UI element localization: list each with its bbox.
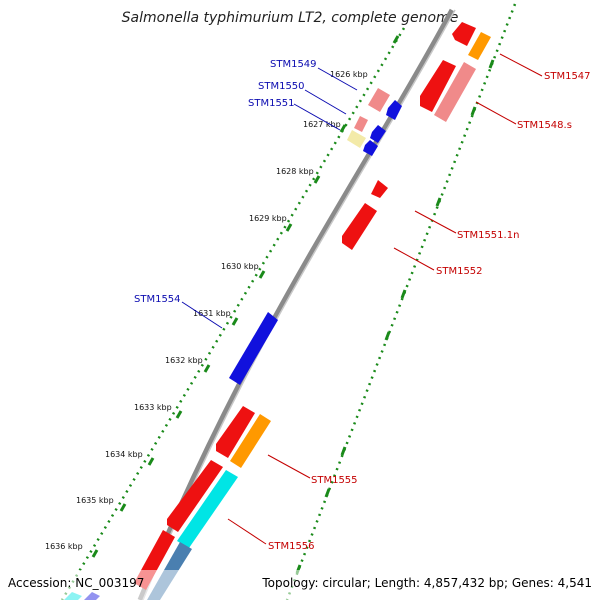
gene-stm1554 [229, 312, 278, 385]
outer-tick-track [285, 3, 517, 600]
inner-genes [64, 88, 402, 600]
gene-red-1633 [216, 406, 255, 458]
kbp-labels: 1626 kbp 1627 kbp 1628 kbp 1629 kbp 1630… [45, 70, 368, 551]
kbp-label: 1636 kbp [45, 542, 83, 551]
gene-label-stm1551: STM1551 [248, 98, 295, 109]
gene-stm1550 [354, 116, 368, 132]
gene-label-stm1552: STM1552 [436, 266, 483, 277]
kbp-label: 1635 kbp [76, 496, 114, 505]
gene-label-stm1550: STM1550 [258, 81, 305, 92]
kbp-label: 1627 kbp [303, 120, 341, 129]
gene-stm1555 [230, 414, 271, 468]
gene-labels-right: STM1547 STM1548.s STM1551.1n STM1552 STM… [268, 71, 591, 552]
left-leader-lines [181, 67, 358, 329]
gene-label-stm1551-1n: STM1551.1n [457, 230, 519, 241]
right-leader-lines [227, 53, 543, 545]
gene-blue-1626 [386, 100, 402, 120]
gene-red-1634 [167, 460, 223, 532]
kbp-label: 1628 kbp [276, 167, 314, 176]
gene-blue-1627b [363, 140, 378, 156]
footer-backdrop [0, 570, 600, 600]
kbp-label: 1633 kbp [134, 403, 172, 412]
outer-major-ticks [295, 59, 495, 574]
gene-label-stm1555: STM1555 [311, 475, 358, 486]
gene-labels-left: STM1549 STM1550 STM1551 STM1554 [134, 59, 317, 305]
kbp-label: 1632 kbp [165, 356, 203, 365]
gene-red-large [420, 60, 456, 112]
map-title: Salmonella typhimurium LT2, complete gen… [122, 10, 459, 26]
gene-label-stm1548s: STM1548.s [517, 120, 572, 131]
inner-tick-track [60, 27, 406, 600]
gene-stm1556 [177, 470, 238, 548]
genome-backbone [137, 8, 455, 600]
gene-stm1551-1n [371, 180, 388, 198]
gene-orange-top [468, 32, 491, 60]
gene-label-stm1556: STM1556 [268, 541, 315, 552]
gene-label-stm1554: STM1554 [134, 294, 181, 305]
gene-label-stm1549: STM1549 [270, 59, 317, 70]
kbp-label: 1630 kbp [221, 262, 259, 271]
inner-major-ticks [91, 35, 400, 558]
accession-text: Accession: NC_003197 [8, 576, 144, 590]
outer-genes [134, 22, 491, 600]
gene-stm1547-block [452, 22, 476, 46]
kbp-label: 1634 kbp [105, 450, 143, 459]
genome-summary-text: Topology: circular; Length: 4,857,432 bp… [261, 576, 592, 590]
gene-label-stm1547: STM1547 [544, 71, 591, 82]
gene-stm1549 [368, 88, 390, 112]
kbp-label: 1629 kbp [249, 214, 287, 223]
kbp-label: 1626 kbp [330, 70, 368, 79]
gene-stm1548s [434, 62, 476, 122]
gene-blue-1627a [370, 125, 386, 143]
gene-stm1552 [342, 203, 377, 250]
kbp-label: 1631 kbp [193, 309, 231, 318]
gene-stm1551 [347, 130, 366, 148]
